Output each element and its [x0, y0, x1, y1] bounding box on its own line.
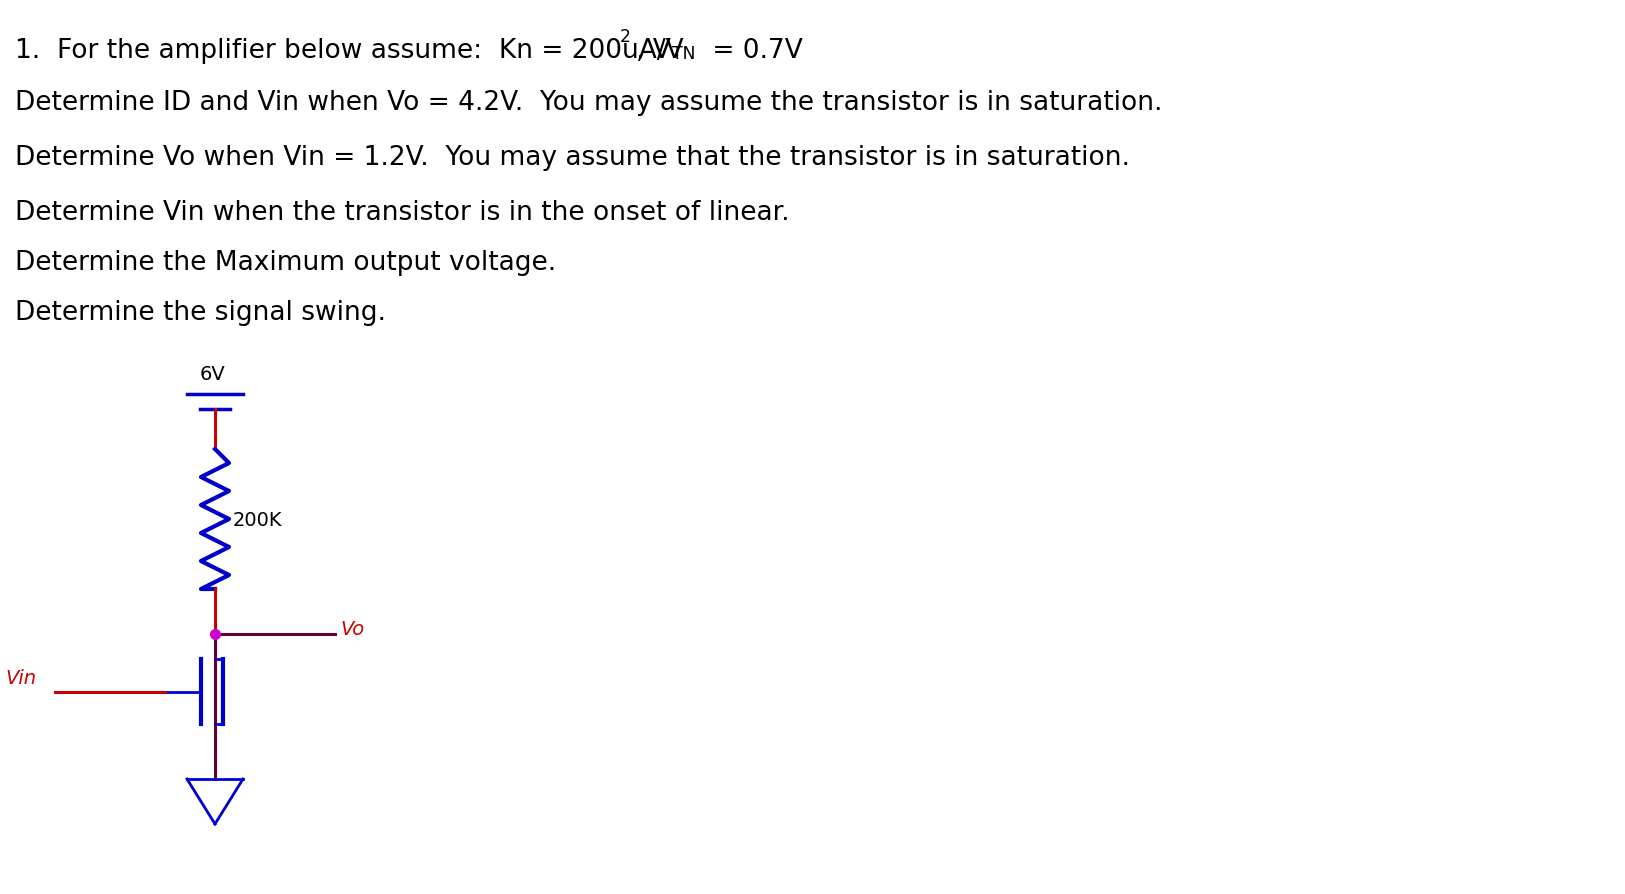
Text: = 0.7V: = 0.7V	[704, 38, 803, 64]
Text: 200K: 200K	[232, 510, 283, 529]
Text: Determine ID and Vin when Vo = 4.2V.  You may assume the transistor is in satura: Determine ID and Vin when Vo = 4.2V. You…	[15, 90, 1162, 116]
Text: 6V: 6V	[200, 365, 226, 384]
Text: 1.  For the amplifier below assume:  Kn = 200uA/V: 1. For the amplifier below assume: Kn = …	[15, 38, 684, 64]
Text: Determine Vo when Vin = 1.2V.  You may assume that the transistor is in saturati: Determine Vo when Vin = 1.2V. You may as…	[15, 145, 1129, 171]
Text: Determine Vin when the transistor is in the onset of linear.: Determine Vin when the transistor is in …	[15, 199, 790, 226]
Text: 2: 2	[621, 28, 630, 46]
Text: TN: TN	[673, 45, 696, 63]
Text: Vo: Vo	[340, 620, 364, 638]
Text: Determine the signal swing.: Determine the signal swing.	[15, 299, 387, 325]
Text: Vin: Vin	[5, 668, 36, 687]
Text: Determine the Maximum output voltage.: Determine the Maximum output voltage.	[15, 249, 556, 275]
Text: , V: , V	[635, 38, 671, 64]
